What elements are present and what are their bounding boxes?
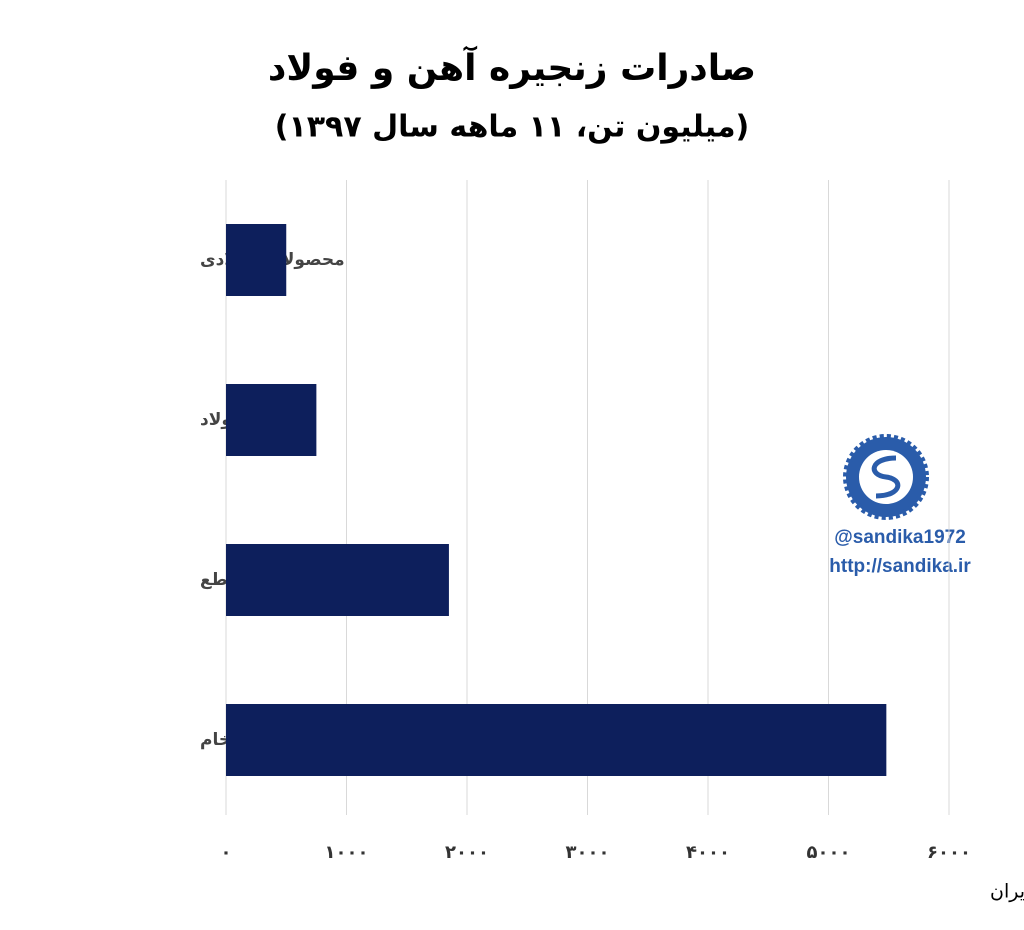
logo bbox=[843, 434, 929, 520]
watermark: http://sandika.ir bbox=[829, 556, 971, 577]
bar bbox=[226, 224, 287, 296]
watermark: @sandika1972 bbox=[834, 527, 966, 548]
bar bbox=[226, 384, 317, 456]
chart-subtitle: (میلیون تن، ۱۱ ماهه سال ۱۳۹۷) bbox=[275, 110, 750, 145]
source-note: منبع: گمرک ایران bbox=[990, 880, 1024, 903]
chart-title: صادرات زنجیره آهن و فولاد bbox=[268, 45, 756, 89]
x-tick-label: ۵۰۰۰ bbox=[807, 842, 851, 863]
bar bbox=[226, 544, 449, 616]
logo-mark bbox=[871, 455, 901, 499]
x-tick-label: ۲۰۰۰ bbox=[445, 842, 489, 863]
x-tick-label: ۶۰۰۰ bbox=[927, 842, 971, 863]
x-tick-label: ۰ bbox=[221, 842, 232, 863]
x-tick-label: ۳۰۰۰ bbox=[566, 842, 610, 863]
x-tick-label: ۱۰۰۰ bbox=[325, 842, 369, 863]
bar bbox=[226, 704, 887, 776]
x-tick-label: ۴۰۰۰ bbox=[686, 842, 730, 863]
